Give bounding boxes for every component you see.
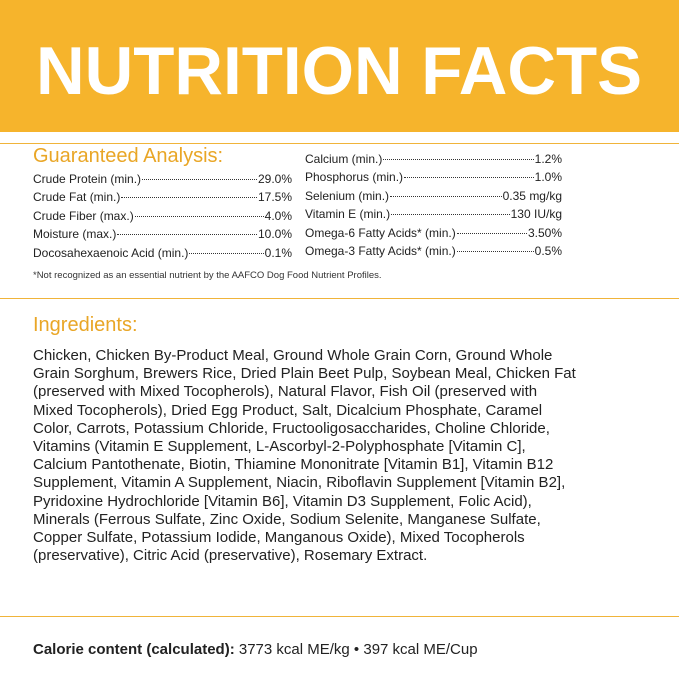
analysis-heading: Guaranteed Analysis: bbox=[33, 145, 224, 167]
nutrient-name: Crude Fiber (max.) bbox=[33, 208, 134, 223]
leader-dots bbox=[383, 159, 534, 160]
leader-dots bbox=[134, 215, 264, 217]
header: NUTRITION FACTS bbox=[36, 33, 642, 109]
divider bbox=[0, 143, 679, 144]
leader-dots bbox=[391, 214, 510, 216]
analysis-row: Crude Fat (min.) 17.5% bbox=[33, 190, 292, 208]
analysis-row: Calcium (min.) 1.2% bbox=[305, 152, 562, 170]
nutrient-value: 29.0% bbox=[257, 172, 292, 186]
title: NUTRITION FACTS bbox=[36, 33, 642, 109]
analysis-row: Docosahexaenoic Acid (min.) 0.1% bbox=[33, 246, 292, 264]
leader-dots bbox=[456, 232, 527, 234]
analysis-row: Selenium (min.) 0.35 mg/kg bbox=[305, 189, 562, 207]
nutrient-name: Selenium (min.) bbox=[305, 188, 390, 203]
calorie-line: Calorie content (calculated): 3773 kcal … bbox=[33, 641, 478, 658]
nutrient-name: Calcium (min.) bbox=[305, 152, 383, 166]
nutrient-value: 17.5% bbox=[257, 190, 292, 205]
analysis-row: Vitamin E (min.) 130 IU/kg bbox=[305, 207, 562, 225]
nutrient-value: 0.5% bbox=[534, 243, 562, 258]
nutrient-value: 0.35 mg/kg bbox=[502, 188, 562, 203]
footnote: *Not recognized as an essential nutrient… bbox=[33, 270, 382, 281]
ingredients-text: Chicken, Chicken By-Product Meal, Ground… bbox=[33, 347, 576, 565]
ingredients-heading: Ingredients: bbox=[33, 314, 138, 336]
nutrient-name: Omega-3 Fatty Acids* (min.) bbox=[305, 243, 456, 258]
leader-dots bbox=[121, 197, 257, 199]
calorie-label: Calorie content (calculated): bbox=[33, 641, 235, 658]
leader-dots bbox=[390, 195, 502, 197]
nutrient-value: 3.50% bbox=[527, 225, 562, 240]
analysis-row: Crude Protein (min.) 29.0% bbox=[33, 172, 292, 190]
divider bbox=[0, 616, 679, 617]
analysis-row: Moisture (max.) 10.0% bbox=[33, 227, 292, 245]
leader-dots bbox=[189, 252, 264, 254]
nutrient-value: 4.0% bbox=[264, 208, 292, 223]
nutrient-value: 10.0% bbox=[257, 227, 292, 242]
nutrient-name: Crude Protein (min.) bbox=[33, 172, 142, 186]
analysis-left: Crude Protein (min.) 29.0% Crude Fat (min.… bbox=[33, 172, 292, 264]
nutrient-value: 1.2% bbox=[534, 152, 562, 166]
calorie-value: 3773 kcal ME/kg • 397 kcal ME/Cup bbox=[238, 641, 478, 658]
header-band: NUTRITION FACTS bbox=[0, 0, 679, 132]
divider bbox=[0, 298, 679, 299]
nutrient-value: 1.0% bbox=[534, 170, 562, 185]
nutrient-name: Phosphorus (min.) bbox=[305, 170, 404, 185]
analysis-row: Phosphorus (min.) 1.0% bbox=[305, 170, 562, 188]
nutrient-name: Omega-6 Fatty Acids* (min.) bbox=[305, 225, 456, 240]
analysis-row: Omega-3 Fatty Acids* (min.) 0.5% bbox=[305, 244, 562, 262]
leader-dots bbox=[142, 179, 257, 180]
nutrient-value: 130 IU/kg bbox=[510, 207, 562, 222]
analysis-row: Omega-6 Fatty Acids* (min.) 3.50% bbox=[305, 226, 562, 244]
nutrient-name: Crude Fat (min.) bbox=[33, 190, 121, 205]
nutrient-name: Moisture (max.) bbox=[33, 227, 117, 242]
nutrient-name: Docosahexaenoic Acid (min.) bbox=[33, 245, 189, 260]
nutrient-value: 0.1% bbox=[264, 245, 292, 260]
nutrient-name: Vitamin E (min.) bbox=[305, 207, 391, 222]
leader-dots bbox=[456, 250, 534, 252]
leader-dots bbox=[404, 177, 534, 179]
analysis-right: Calcium (min.) 1.2% Phosphorus (min.) 1.0% S… bbox=[305, 152, 562, 262]
leader-dots bbox=[117, 234, 257, 236]
analysis-row: Crude Fiber (max.) 4.0% bbox=[33, 209, 292, 227]
